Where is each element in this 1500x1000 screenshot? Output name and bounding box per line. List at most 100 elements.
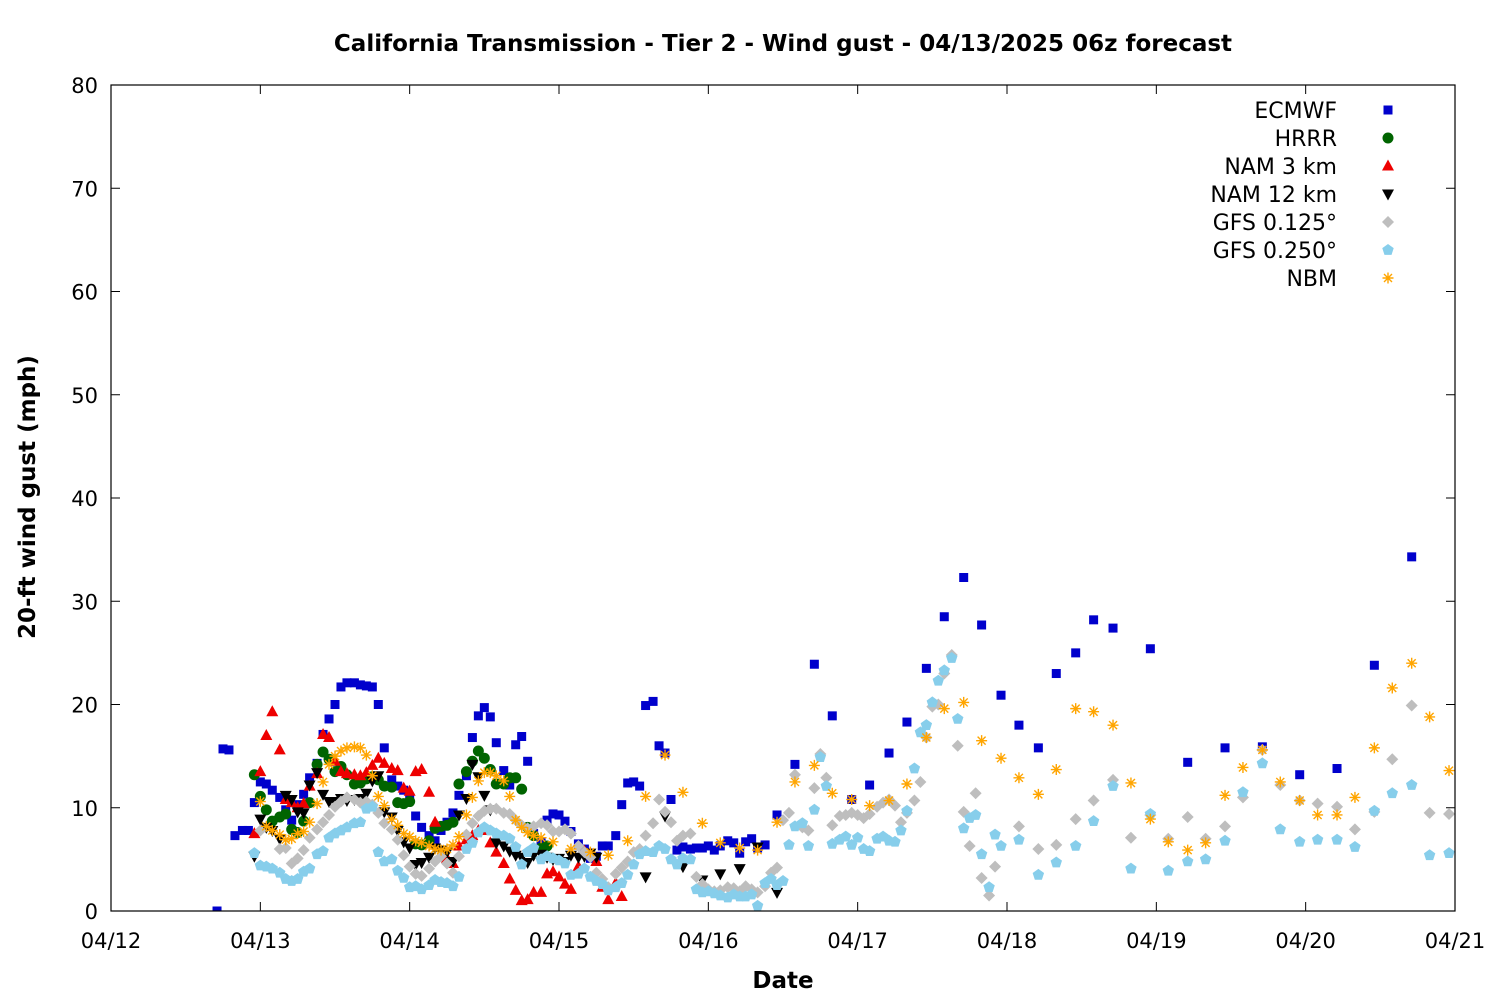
data-point [1087, 815, 1100, 827]
data-point [323, 731, 336, 743]
data-point [297, 808, 310, 820]
data-point [639, 829, 652, 842]
data-point [691, 843, 701, 853]
data-point [1443, 847, 1455, 859]
data-point [280, 808, 292, 820]
data-point [378, 817, 391, 830]
data-point [1144, 813, 1156, 825]
data-point [777, 875, 789, 886]
data-point [349, 678, 359, 688]
data-point [491, 738, 501, 748]
data-point [460, 809, 472, 821]
data-point [336, 682, 346, 692]
data-point [989, 860, 1002, 873]
data-point [429, 843, 441, 855]
data-point [403, 784, 416, 796]
y-tick-label: 0 [85, 900, 98, 924]
y-tick-label: 60 [71, 281, 98, 305]
legend: ECMWF HRRR NAM 3 km NAM 12 km GFS 0.125° GFS … [1210, 99, 1394, 292]
data-point [478, 752, 490, 764]
data-point [983, 889, 996, 902]
data-point [279, 790, 292, 802]
data-point [304, 816, 316, 828]
data-point [952, 712, 964, 724]
data-point [921, 663, 931, 673]
data-point [385, 823, 398, 836]
data-point [1423, 849, 1436, 861]
chart-title: California Transmission - Tier 2 - Wind … [334, 31, 1232, 57]
data-point [1294, 795, 1306, 807]
data-point [292, 828, 304, 840]
data-point [863, 845, 876, 856]
data-point [863, 807, 876, 820]
data-point [317, 845, 329, 856]
data-point [360, 749, 372, 761]
data-point [723, 836, 733, 846]
data-point [1311, 833, 1324, 845]
data-point [1256, 744, 1268, 756]
data-point [1368, 742, 1380, 754]
data-point [826, 819, 839, 832]
data-point [354, 769, 367, 781]
data-point [523, 756, 533, 766]
data-point [603, 841, 613, 851]
data-point [515, 858, 528, 870]
data-point [908, 794, 921, 807]
data-point [254, 765, 267, 777]
y-tick-label: 40 [71, 487, 98, 511]
data-point [894, 816, 907, 829]
data-point [609, 867, 622, 880]
data-point [317, 746, 329, 758]
data-point [820, 780, 833, 791]
data-point [814, 751, 827, 763]
data-point [446, 856, 459, 868]
data-point [1125, 862, 1137, 874]
data-point [361, 681, 371, 691]
data-point [659, 805, 672, 818]
data-point [1071, 648, 1081, 658]
data-point [509, 840, 522, 852]
data-point [415, 857, 428, 869]
data-point [1107, 780, 1119, 791]
data-point [341, 742, 353, 754]
data-point [865, 780, 875, 790]
data-point [254, 814, 267, 826]
data-point [541, 819, 554, 832]
data-point [497, 857, 510, 869]
data-point [596, 878, 609, 890]
data-point [297, 797, 310, 809]
x-tick-label: 04/16 [678, 929, 739, 953]
data-point [1274, 776, 1286, 788]
data-point [305, 773, 315, 783]
data-point [266, 824, 278, 836]
data-point [802, 839, 815, 851]
data-point [1349, 840, 1361, 852]
data-point [1107, 719, 1119, 731]
data-point [976, 735, 988, 747]
data-point [629, 777, 639, 787]
data-point [1369, 660, 1379, 670]
data-point [889, 835, 901, 847]
data-point [447, 839, 459, 851]
data-point [441, 857, 453, 870]
data-point [497, 841, 510, 853]
data-point [392, 819, 404, 831]
data-point [435, 844, 447, 856]
data-point [1256, 757, 1269, 769]
data-point [771, 861, 784, 874]
data-point [703, 841, 713, 851]
data-point [1219, 789, 1231, 801]
data-point [366, 770, 378, 782]
data-point [951, 739, 964, 752]
data-point [1108, 623, 1118, 633]
legend-marker [1382, 189, 1394, 201]
data-point [1069, 839, 1082, 851]
data-point [255, 777, 265, 787]
data-point [397, 871, 410, 883]
data-point [1033, 743, 1043, 753]
data-point [659, 843, 671, 854]
y-tick-label: 80 [71, 74, 98, 98]
data-point [372, 846, 385, 857]
data-point [466, 759, 479, 771]
data-point [1069, 813, 1082, 826]
